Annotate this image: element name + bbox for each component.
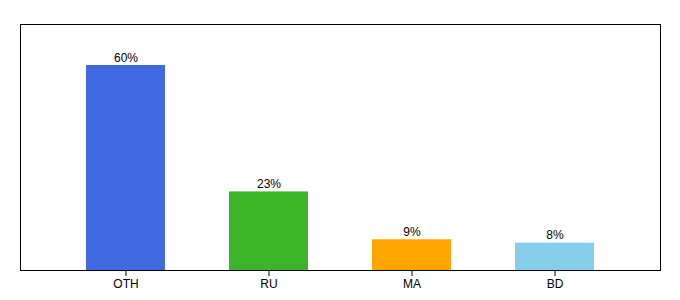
svg-text:RU: RU: [260, 277, 277, 291]
svg-text:BD: BD: [547, 277, 564, 291]
svg-text:8%: 8%: [546, 228, 564, 242]
svg-text:OTH: OTH: [113, 277, 138, 291]
svg-text:23%: 23%: [257, 177, 281, 191]
svg-text:9%: 9%: [403, 225, 421, 239]
svg-text:MA: MA: [403, 277, 421, 291]
svg-text:60%: 60%: [114, 51, 138, 65]
